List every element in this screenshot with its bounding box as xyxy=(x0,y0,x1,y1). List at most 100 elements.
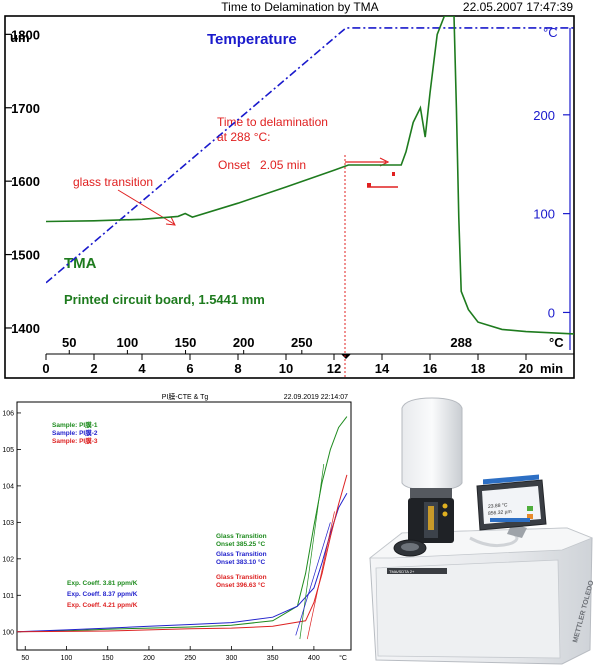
temperature-tick-label: 150 xyxy=(175,335,197,350)
y-tick-label: 1500 xyxy=(11,248,40,263)
x-tick-label: 8 xyxy=(234,361,241,376)
x-tick-label: 4 xyxy=(138,361,146,376)
tma-label: TMA xyxy=(64,255,97,272)
y-tick-label: 1400 xyxy=(11,321,40,336)
temperature-label: Temperature xyxy=(207,31,297,48)
instrument-label-strip xyxy=(387,568,447,574)
x-tick-label: 18 xyxy=(471,361,485,376)
x-tick-label: 6 xyxy=(186,361,193,376)
y-tick-label: 1800 xyxy=(11,27,40,42)
bottom-y-tick-label: 105 xyxy=(2,447,14,454)
bottom-x-tick-label: 100 xyxy=(61,655,73,662)
tower-collar xyxy=(410,488,452,498)
y-tick-label: 1600 xyxy=(11,174,40,189)
onset-tangent xyxy=(306,511,335,640)
bottom-y-tick-label: 100 xyxy=(2,629,14,636)
glass-transition-label: Glass Transition xyxy=(216,551,267,558)
x-tick-label: 14 xyxy=(375,361,390,376)
expansion-coefficient: Exp. Coeff. 4.21 ppm/K xyxy=(67,602,138,609)
bottom-x-tick-label: 250 xyxy=(184,655,196,662)
expansion-coefficient: Exp. Coeff. 3.81 ppm/K xyxy=(67,580,138,587)
glass-transition-label: Onset 396.63 °C xyxy=(216,581,266,589)
onset-tangent xyxy=(295,522,331,636)
bottom-y-tick-label: 102 xyxy=(2,556,14,563)
bottom-x-tick-label: 150 xyxy=(102,655,114,662)
onset-marker-1 xyxy=(367,183,371,187)
cte-series-line xyxy=(16,474,348,633)
bottom-x-tick-label: 300 xyxy=(226,655,238,662)
bottom-y-tick-label: 106 xyxy=(2,410,14,417)
warning-symbol-1 xyxy=(442,503,448,509)
x-tick-label: 12 xyxy=(327,361,341,376)
legend-entry: Sample: PI膜-3 xyxy=(52,436,98,445)
bottom-chart-timestamp: 22.09.2019 22:14:07 xyxy=(284,394,348,401)
glass-transition-label: Glass Transition xyxy=(216,533,267,540)
y-tick-label: 1700 xyxy=(11,101,40,116)
x-tick-label: 0 xyxy=(42,361,49,376)
screen-footer-button xyxy=(490,518,530,522)
y2-tick-label: 200 xyxy=(533,108,555,123)
y2-tick-label: 100 xyxy=(533,207,555,222)
bottom-chart-title: PI膜-CTE & Tg xyxy=(162,392,209,401)
screen-icon-orange xyxy=(527,514,533,519)
cte-series-line xyxy=(16,492,348,633)
y2-axis-label: °C xyxy=(543,25,558,40)
pi-film-cte-chart: PI膜-CTE & Tg 22.09.2019 22:14:07 100 101 1… xyxy=(0,388,362,670)
glass-transition-label: glass transition xyxy=(73,175,153,189)
legend-entry: Sample: PI膜-1 xyxy=(52,420,98,429)
x-tick-label: 20 xyxy=(519,361,533,376)
bottom-y-tick-label: 103 xyxy=(2,520,14,527)
delamination-label-1: Time to delamination xyxy=(217,115,328,129)
top-chart-timestamp: 22.05.2007 17:47:39 xyxy=(463,0,573,14)
temperature-scale-marker xyxy=(341,354,351,359)
instrument-model: TMA/SDTA 2+ xyxy=(389,569,415,574)
temperature-tick-label: 100 xyxy=(117,335,139,350)
temperature-tick-label: 250 xyxy=(291,335,313,350)
x-tick-label: 10 xyxy=(279,361,293,376)
x-axis-unit: min xyxy=(540,361,563,376)
temperature-tick-label: 200 xyxy=(233,335,255,350)
warning-symbol-2 xyxy=(442,511,448,517)
instrument-front-panel xyxy=(375,559,561,659)
sample-tray-inner xyxy=(401,543,419,551)
x-tick-label: 2 xyxy=(90,361,97,376)
bottom-y-tick-label: 104 xyxy=(2,483,14,490)
bottom-x-tick-label: 50 xyxy=(21,655,29,662)
legend-entry: Sample: PI膜-2 xyxy=(52,428,98,437)
furnace-tower xyxy=(401,397,463,491)
bottom-x-tick-label: °C xyxy=(339,654,347,662)
sample-holder xyxy=(428,506,434,530)
x-tick-label: 16 xyxy=(423,361,437,376)
bottom-x-tick-label: 400 xyxy=(308,655,320,662)
cte-series-line xyxy=(16,416,348,633)
glass-transition-arrow xyxy=(117,189,176,226)
tma-line xyxy=(46,16,574,335)
temperature-tick-label: 288 xyxy=(450,335,472,350)
top-chart-title: Time to Delamination by TMA xyxy=(221,0,378,14)
bottom-x-tick-label: 350 xyxy=(267,655,279,662)
bottom-y-tick-label: 101 xyxy=(2,593,14,600)
delamination-label-2: at 288 °C: xyxy=(217,130,271,144)
glass-transition-label: Onset 385.25 °C xyxy=(216,540,266,548)
screen-value-2: 856.32 µm xyxy=(488,509,512,517)
glass-transition-label: Glass Transition xyxy=(216,574,267,581)
glass-transition-label: Onset 383.10 °C xyxy=(216,558,266,566)
temperature-scale-unit: °C xyxy=(549,335,564,350)
temperature-line xyxy=(46,27,574,284)
bottom-plot-frame xyxy=(16,401,352,651)
y-axis-label: um xyxy=(10,30,30,45)
bottom-x-tick-label: 200 xyxy=(143,655,155,662)
tma-delamination-chart: Time to Delamination by TMA 22.05.2007 1… xyxy=(4,0,575,379)
sample-label: Printed circuit board, 1.5441 mm xyxy=(64,292,265,307)
screen-header xyxy=(483,474,539,485)
onset-label: Onset 2.05 min xyxy=(218,158,306,172)
screen-value-1: 23.88 °C xyxy=(488,502,508,510)
top-plot-frame xyxy=(4,15,575,379)
terminal-screen xyxy=(482,486,541,524)
onset-marker-2 xyxy=(392,172,395,176)
expansion-coefficient: Exp. Coeff. 8.37 ppm/K xyxy=(67,591,138,598)
temperature-tick-label: 50 xyxy=(62,335,76,350)
tma-instrument-photo: TMA/SDTA 2+ METTLER TOLEDO 23.88 °C 856.… xyxy=(362,388,600,670)
screen-icon-green xyxy=(527,506,533,511)
y2-tick-label: 0 xyxy=(548,305,555,320)
